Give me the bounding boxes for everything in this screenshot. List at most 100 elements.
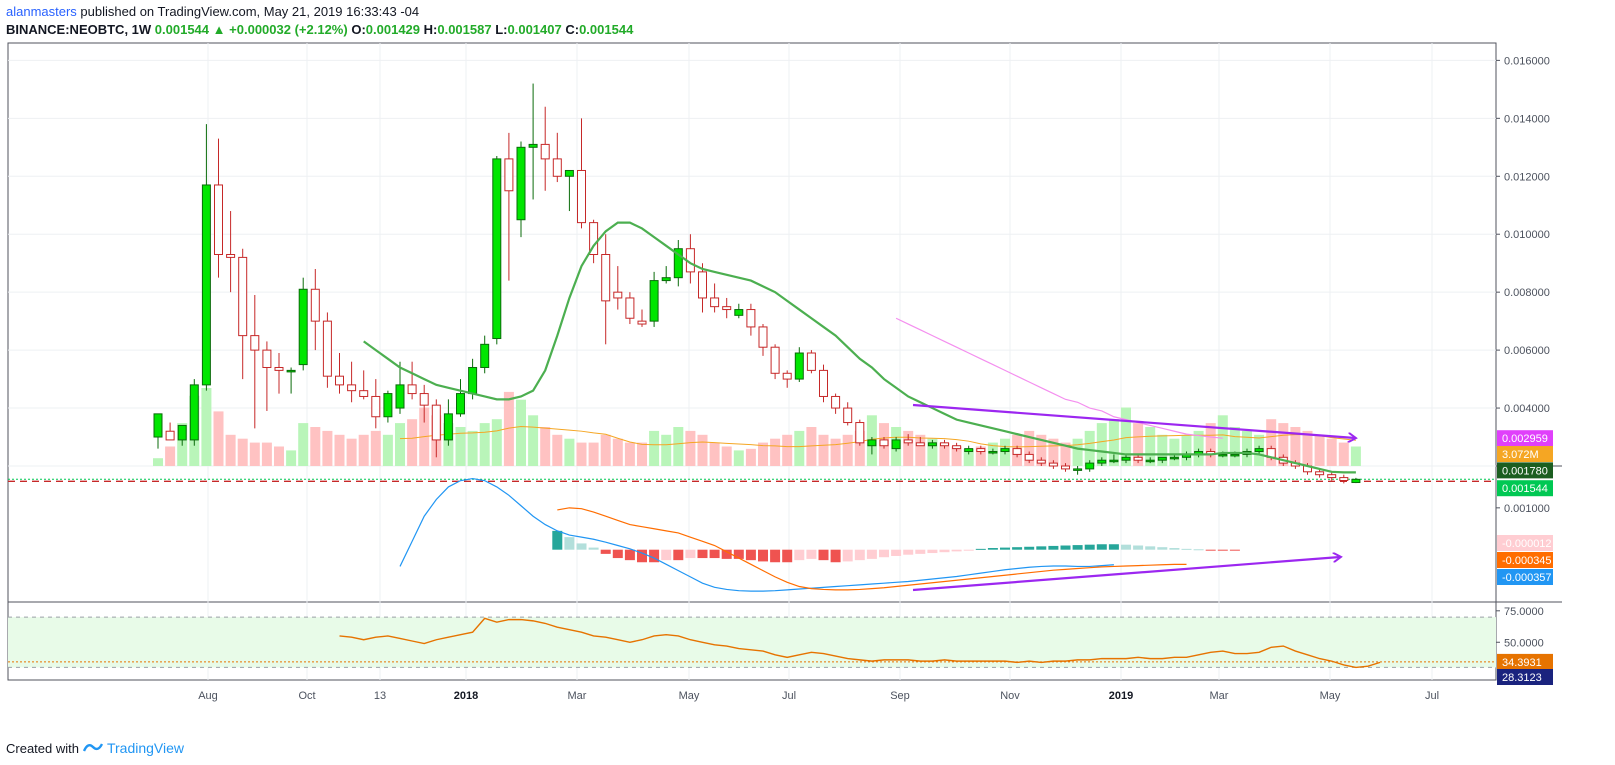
candle[interactable] (298, 277, 308, 371)
candle[interactable] (770, 344, 780, 380)
candle[interactable] (189, 379, 199, 446)
trend-arrow-macd[interactable] (912, 557, 1340, 592)
candle[interactable] (710, 283, 720, 313)
candle[interactable] (456, 379, 465, 417)
candle[interactable] (165, 422, 175, 441)
signal-line[interactable] (557, 507, 1187, 591)
candle[interactable] (794, 347, 804, 382)
candle[interactable] (1085, 460, 1095, 472)
candle[interactable] (1109, 454, 1119, 464)
candle[interactable] (976, 445, 986, 455)
candle[interactable] (964, 445, 974, 455)
rsi-panel[interactable] (8, 616, 1496, 669)
candle[interactable] (492, 155, 502, 345)
candle[interactable] (1048, 460, 1058, 469)
trend-arrow-price[interactable] (912, 403, 1355, 438)
candle[interactable] (540, 106, 550, 191)
candle[interactable] (1327, 471, 1337, 481)
candle[interactable] (1133, 454, 1143, 464)
candle[interactable] (431, 399, 441, 458)
macd-panel[interactable] (399, 477, 1340, 592)
candle[interactable] (480, 335, 490, 374)
candle[interactable] (673, 240, 683, 287)
candle[interactable] (310, 268, 320, 351)
candle[interactable] (1097, 457, 1107, 466)
candle[interactable] (371, 379, 381, 429)
candle[interactable] (250, 295, 260, 429)
candle[interactable] (528, 83, 538, 200)
candle[interactable] (758, 324, 768, 356)
candle[interactable] (843, 402, 853, 426)
candle[interactable] (1061, 463, 1070, 472)
candle[interactable] (613, 266, 623, 310)
candle[interactable] (782, 370, 792, 388)
candle[interactable] (903, 434, 913, 446)
ema-long-line[interactable] (895, 317, 1223, 439)
candle[interactable] (927, 439, 937, 449)
candle[interactable] (1254, 445, 1264, 455)
candle[interactable] (504, 132, 514, 281)
candle[interactable] (552, 132, 562, 183)
candle[interactable] (407, 361, 417, 400)
author-link[interactable]: alanmasters (6, 4, 77, 19)
candle[interactable] (419, 384, 429, 423)
candle[interactable] (1351, 477, 1361, 484)
candle[interactable] (1315, 468, 1325, 478)
candle[interactable] (637, 309, 647, 327)
price-panel[interactable] (8, 83, 1496, 484)
macd-line[interactable] (399, 477, 1114, 592)
rsi-line[interactable] (339, 617, 1381, 669)
candle[interactable] (746, 303, 756, 336)
candle[interactable] (589, 219, 599, 264)
candle[interactable] (1024, 451, 1034, 464)
symbol-name[interactable]: BINANCE:NEOBTC, 1W (6, 22, 152, 37)
candle[interactable] (1036, 457, 1046, 466)
candle[interactable] (214, 138, 223, 278)
candle[interactable] (577, 118, 586, 229)
candle[interactable] (819, 364, 828, 403)
candle[interactable] (516, 141, 526, 238)
candle[interactable] (322, 312, 332, 388)
candle[interactable] (395, 361, 405, 414)
candle[interactable] (952, 442, 962, 452)
candle[interactable] (1121, 454, 1131, 464)
candle[interactable] (661, 266, 671, 284)
candle[interactable] (891, 437, 901, 452)
candle[interactable] (335, 353, 344, 394)
candle[interactable] (879, 437, 889, 449)
candle[interactable] (383, 390, 393, 423)
candle[interactable] (722, 297, 732, 319)
candle[interactable] (443, 399, 453, 446)
candle[interactable] (226, 211, 236, 293)
candle[interactable] (262, 341, 272, 411)
candle[interactable] (1339, 474, 1349, 484)
candle[interactable] (238, 248, 248, 380)
candle[interactable] (1000, 445, 1010, 455)
candle[interactable] (1145, 457, 1155, 464)
candle[interactable] (625, 292, 635, 325)
ema-short-line[interactable] (363, 221, 1356, 474)
candle[interactable] (1073, 466, 1083, 475)
candle[interactable] (988, 448, 998, 455)
candle[interactable] (274, 353, 284, 394)
candle[interactable] (177, 424, 187, 446)
candle[interactable] (940, 439, 949, 449)
chart-canvas[interactable]: Aug Oct 13 2018 Mar May Jul Sep Nov 2019 Mar May Jul… (0, 0, 1615, 740)
tradingview-brand-link[interactable]: TradingView (106, 740, 185, 756)
candle[interactable] (564, 169, 574, 212)
candle[interactable] (286, 367, 296, 394)
candle[interactable] (153, 413, 163, 449)
candle[interactable] (698, 263, 707, 313)
candle[interactable] (649, 271, 659, 327)
candle[interactable] (831, 393, 841, 414)
candle[interactable] (867, 437, 877, 455)
candle[interactable] (359, 370, 369, 400)
candle[interactable] (201, 124, 211, 391)
candle[interactable] (601, 234, 611, 345)
candle[interactable] (1157, 456, 1167, 464)
candle[interactable] (347, 361, 357, 403)
candle[interactable] (855, 419, 865, 446)
candle[interactable] (915, 437, 925, 447)
candle[interactable] (1012, 445, 1022, 458)
candle[interactable] (806, 350, 816, 374)
